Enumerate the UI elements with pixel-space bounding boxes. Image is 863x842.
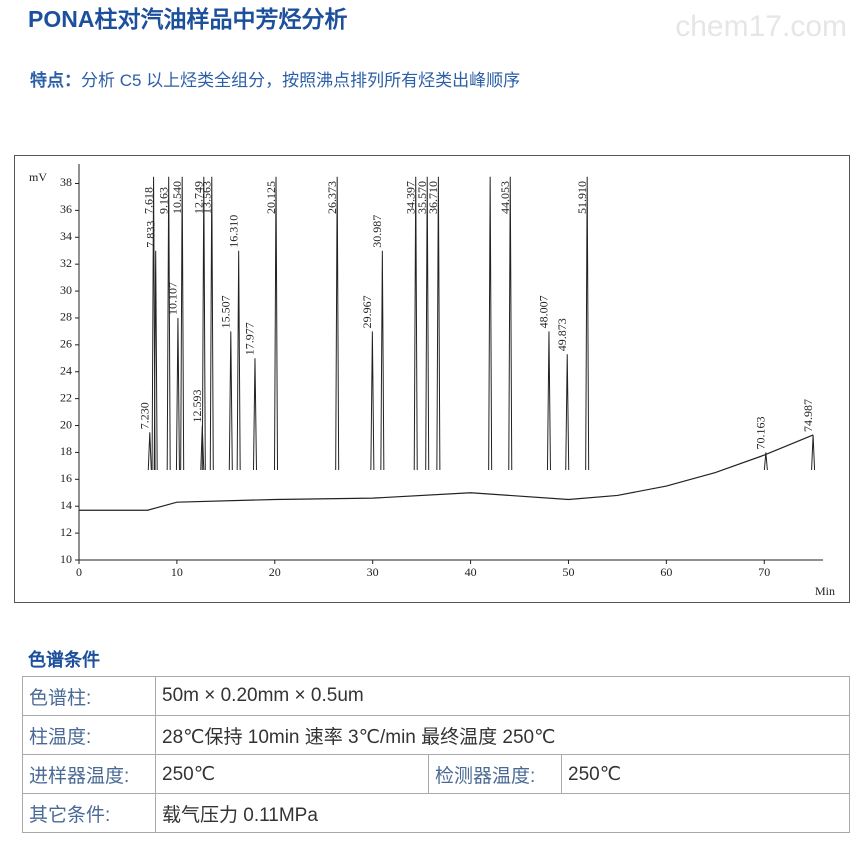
- peak-label: 30.987: [370, 215, 384, 248]
- peak-label: 10.540: [170, 181, 184, 214]
- peak: [252, 358, 257, 471]
- table-key: 柱温度:: [22, 715, 156, 755]
- table-key: 检测器温度:: [428, 754, 562, 794]
- peak-label: 48.007: [537, 295, 551, 328]
- peak: [413, 176, 418, 471]
- peak-label: 35.570: [415, 181, 429, 214]
- x-axis-label: Min: [815, 584, 835, 598]
- peak: [425, 176, 430, 471]
- table-value: 250℃: [561, 754, 850, 794]
- table-row: 其它条件: 载气压力 0.11MPa: [22, 793, 850, 833]
- peak: [811, 434, 816, 471]
- feature: 特点：分析 C5 以上烃类全组分，按照沸点排列所有烃类出峰顺序: [30, 66, 520, 91]
- x-tick-label: 20: [269, 565, 281, 579]
- peak: [236, 250, 241, 471]
- peak: [585, 176, 590, 471]
- table-key: 其它条件:: [22, 793, 156, 833]
- x-tick-label: 30: [367, 565, 379, 579]
- peak: [228, 331, 233, 471]
- peak: [565, 354, 570, 471]
- peak-label: 26.373: [325, 181, 339, 214]
- y-tick-label: 12: [60, 525, 72, 539]
- peak-label: 13.563: [200, 181, 214, 214]
- chart: mV Min 10 12 14 16 18 20 22 24 26 28 30 32 34 36 38 0 10…: [29, 164, 835, 598]
- peak: [335, 176, 340, 471]
- peak-label: 7.230: [138, 402, 152, 429]
- peak-label: 70.163: [754, 416, 768, 449]
- peak-label: 74.987: [801, 399, 815, 432]
- y-axis-label: mV: [29, 170, 47, 184]
- peak: [380, 250, 385, 471]
- peak: [147, 432, 152, 471]
- x-tick-label: 0: [76, 565, 82, 579]
- x-tick-label: 60: [660, 565, 672, 579]
- peak-label: 7.618: [141, 187, 155, 214]
- peak: [166, 176, 171, 471]
- table-value: 载气压力 0.11MPa: [155, 793, 850, 833]
- peak-label: 16.310: [226, 215, 240, 248]
- peak: [436, 176, 441, 471]
- y-tick-label: 36: [60, 202, 72, 216]
- conditions-table: 色谱柱: 50m × 0.20mm × 0.5um 柱温度: 28℃保持 10min …: [22, 676, 850, 833]
- y-tick-label: 28: [60, 310, 72, 324]
- x-tick-label: 50: [562, 565, 574, 579]
- chart-box: mV Min 10 12 14 16 18 20 22 24 26 28 30 32 34 36 38 0 10…: [14, 155, 850, 603]
- table-row: 进样器温度: 250℃ 检测器温度: 250℃: [22, 754, 850, 794]
- y-tick-label: 16: [60, 471, 72, 485]
- y-tick-label: 30: [60, 283, 72, 297]
- y-tick-label: 22: [60, 390, 72, 404]
- x-tick-label: 10: [171, 565, 183, 579]
- y-tick-label: 24: [60, 363, 72, 377]
- peak: [546, 331, 551, 471]
- peak-label: 51.910: [575, 181, 589, 214]
- peak-label: 34.397: [403, 181, 417, 214]
- peak-label: 36.710: [426, 181, 440, 214]
- watermark: chem17.com: [675, 10, 847, 43]
- y-tick-label: 20: [60, 417, 72, 431]
- feature-label: 特点：: [30, 71, 81, 90]
- table-row: 柱温度: 28℃保持 10min 速率 3℃/min 最终温度 250℃: [22, 715, 850, 755]
- y-tick-label: 14: [60, 498, 72, 512]
- peak: [175, 317, 180, 471]
- peak: [763, 452, 768, 471]
- peak-label: 20.125: [264, 181, 278, 214]
- peak: [201, 176, 206, 471]
- y-tick-label: 10: [60, 552, 72, 566]
- table-value: 50m × 0.20mm × 0.5um: [155, 676, 850, 716]
- x-tick-label: 40: [465, 565, 477, 579]
- peak: [180, 176, 185, 471]
- x-tick-label: 70: [758, 565, 770, 579]
- peak-label: 49.873: [555, 318, 569, 351]
- y-tick-label: 18: [60, 444, 72, 458]
- y-tick-label: 32: [60, 256, 72, 270]
- peak-label: 10.107: [166, 282, 180, 315]
- peak: [274, 176, 279, 471]
- peak-label: 9.163: [156, 187, 170, 214]
- table-key: 色谱柱:: [22, 676, 156, 716]
- section-title: 色谱条件: [28, 650, 100, 670]
- feature-text: 分析 C5 以上烃类全组分，按照沸点排列所有烃类出峰顺序: [81, 71, 521, 90]
- peak-label: 7.833: [143, 221, 157, 248]
- peak-label: 12.749: [192, 181, 206, 214]
- peak: [488, 176, 493, 471]
- y-tick-label: 38: [60, 175, 72, 189]
- table-row: 色谱柱: 50m × 0.20mm × 0.5um: [22, 676, 850, 716]
- peak: [370, 331, 375, 471]
- peak-label: 17.977: [243, 322, 257, 355]
- table-value: 250℃: [155, 754, 429, 794]
- peak: [209, 176, 214, 471]
- y-tick-label: 26: [60, 337, 72, 351]
- table-value: 28℃保持 10min 速率 3℃/min 最终温度 250℃: [155, 715, 850, 755]
- peak-label: 29.967: [360, 295, 374, 328]
- y-tick-label: 34: [60, 229, 72, 243]
- peak-label: 12.593: [190, 390, 204, 423]
- baseline-trace: [79, 434, 814, 511]
- title: PONA柱对汽油样品中芳烃分析: [28, 6, 348, 32]
- peak-label: 44.053: [498, 181, 512, 214]
- peak: [508, 176, 513, 471]
- peak-label: 15.507: [219, 295, 233, 328]
- table-key: 进样器温度:: [22, 754, 156, 794]
- peak: [153, 250, 158, 471]
